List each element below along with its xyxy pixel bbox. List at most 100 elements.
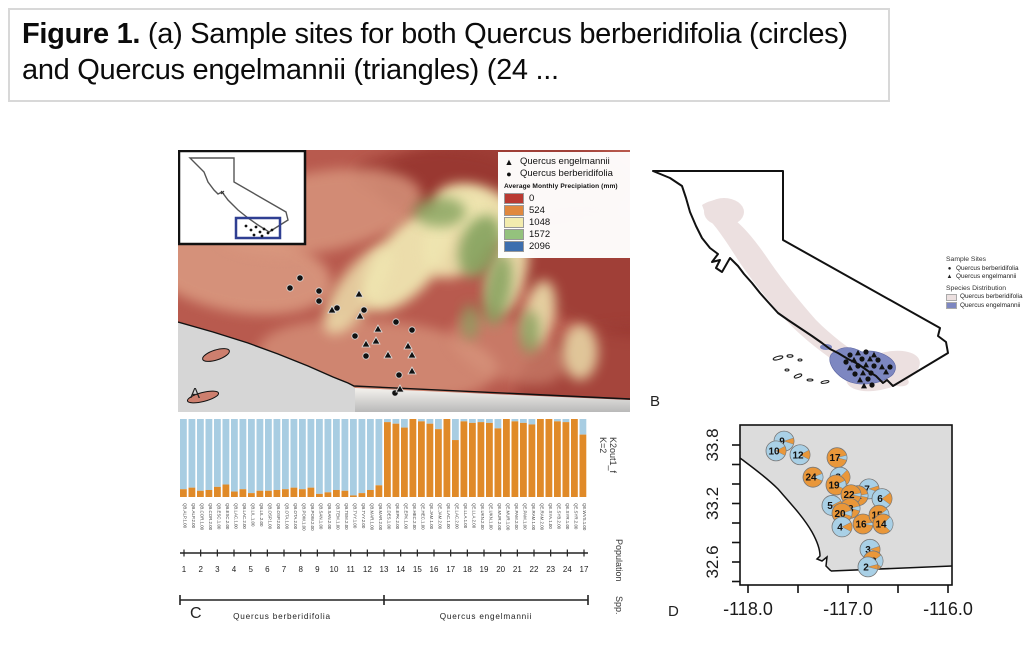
structure-bar-label: QB.POW.2.00	[310, 503, 315, 531]
sample-site-circle	[286, 284, 294, 292]
inset-california-outline	[188, 157, 289, 233]
sample-site-triangle	[327, 305, 337, 314]
channel-island	[793, 373, 803, 379]
structure-bar-orange	[409, 419, 417, 497]
pie-minor-wedge	[869, 545, 881, 553]
berberidifolia-distribution	[704, 198, 744, 226]
structure-bar-blue	[231, 419, 238, 492]
structure-bar-blue	[477, 419, 485, 423]
pie-number: 19	[828, 480, 840, 491]
structure-bar-orange	[579, 434, 587, 497]
population-tick-label: 12	[363, 565, 372, 574]
sample-site-triangle	[355, 311, 365, 320]
ocean	[178, 322, 355, 412]
structure-bar-orange	[562, 422, 570, 497]
berberidifolia-distribution	[702, 199, 909, 387]
structure-bar-orange	[324, 492, 332, 497]
legend-engelmannii-label: Quercus engelmannii	[520, 156, 610, 167]
pie-minor-wedge	[799, 449, 811, 460]
panel-b-label: B	[650, 393, 661, 410]
sample-sites-title: Sample Sites	[946, 256, 987, 263]
cluster-site-circle	[855, 363, 861, 369]
admixture-pie: 24	[802, 466, 824, 488]
terrain-blob	[483, 254, 513, 326]
population-tick-label: 22	[530, 565, 539, 574]
legendb-row-blue: Quercus engelmannii	[946, 302, 1024, 311]
population-tick-label: 16	[430, 565, 439, 574]
legendb-triangle-label: Quercus engelmannii	[956, 273, 1017, 280]
sample-site-circle	[351, 332, 359, 340]
structure-bar-blue	[299, 419, 306, 490]
sample-site-circle	[392, 318, 400, 326]
structure-bar-orange	[469, 422, 476, 497]
cluster-site-circle	[887, 364, 893, 370]
structure-bar-blue	[469, 419, 476, 423]
pie-number: 24	[805, 473, 817, 484]
structure-bar-blue	[214, 419, 221, 487]
pie-minor-wedge	[841, 509, 853, 517]
inset-site-dot	[260, 234, 264, 238]
precip-bin-label: 2096	[529, 240, 551, 252]
species-axis-label: Spp.	[614, 596, 624, 615]
cluster-site-circle	[865, 376, 871, 382]
triangle-icon: ▲	[504, 157, 514, 167]
pie-number: 17	[829, 453, 841, 464]
structure-bar-blue	[452, 419, 459, 441]
structure-bar-orange	[520, 422, 527, 497]
cluster-site-triangle	[855, 349, 861, 356]
precip-legend-title: Average Monthly Precipiation (mm)	[504, 183, 618, 190]
channel-island	[806, 378, 814, 382]
structure-bar-orange	[299, 489, 306, 497]
circle-icon: ●	[506, 169, 512, 179]
population-tick-label: 6	[265, 565, 270, 574]
structure-bar-label: QE.SYR.1.00	[565, 503, 570, 530]
structure-bar-blue	[486, 419, 493, 423]
pie-minor-wedge	[839, 469, 851, 485]
structure-bar-blue	[282, 419, 289, 490]
figure-caption: Figure 1. (a) Sample sites for both Quer…	[8, 8, 890, 102]
structure-bar-label: QB.OSP.1.00	[267, 503, 272, 530]
sample-site-triangle	[407, 366, 417, 375]
inset-marker	[220, 190, 225, 195]
cluster-site-circle	[868, 370, 874, 376]
structure-bar-blue	[205, 419, 213, 490]
sample-site-triangle	[354, 289, 364, 298]
structure-bar-label: QE.LAC.1.00	[446, 503, 451, 529]
structure-bar-label: QE.PAM.1.00	[522, 503, 527, 530]
caption-text: (a) Sample sites for both Quercus berber…	[22, 18, 848, 86]
caption-prefix: Figure 1.	[22, 18, 141, 50]
admixture-pie: 12	[789, 444, 811, 466]
population-tick-label: 2	[198, 565, 203, 574]
structure-bar-label: QB.OTA.1.00	[284, 503, 289, 530]
structure-bar-label: QE.LAC.2.00	[454, 503, 459, 529]
structure-bar-orange	[248, 493, 255, 497]
structure-bar-label: QB.LAC.2.00	[242, 503, 247, 529]
pie-minor-wedge	[881, 492, 893, 505]
structure-bar-blue	[579, 419, 587, 435]
structure-bar-label: QB.ALP.2.00	[191, 503, 196, 529]
structure-bar-label: QE.LLA.2.00	[471, 503, 476, 529]
structure-bar-label: QE.UKN.1.00	[488, 503, 493, 530]
structure-bar-blue	[460, 419, 468, 422]
panel-b-map	[652, 170, 949, 392]
structure-bar-orange	[180, 489, 187, 497]
pink-distribution-swatch	[946, 293, 957, 301]
structure-bar-blue	[528, 419, 536, 425]
structure-bar-orange	[256, 490, 264, 497]
structure-bar-orange	[571, 419, 578, 497]
pie-number: 3	[865, 545, 871, 556]
pie-minor-wedge	[867, 564, 879, 570]
structure-bar-orange	[350, 495, 357, 497]
structure-bar-orange	[401, 427, 408, 497]
cluster-site-triangle	[860, 369, 866, 376]
terrain-blob	[323, 245, 393, 335]
structure-bar-blue	[188, 419, 196, 488]
cluster-site-triangle	[857, 376, 863, 383]
structure-bar-label: QB.TEM.2.00	[344, 503, 349, 530]
population-axis-label: Population	[614, 539, 624, 582]
engelmannii-distribution	[829, 347, 896, 385]
structure-bar-orange	[528, 424, 536, 497]
sample-site-circle	[360, 306, 368, 314]
california-outline	[652, 170, 949, 387]
cluster-site-triangle	[879, 363, 885, 370]
